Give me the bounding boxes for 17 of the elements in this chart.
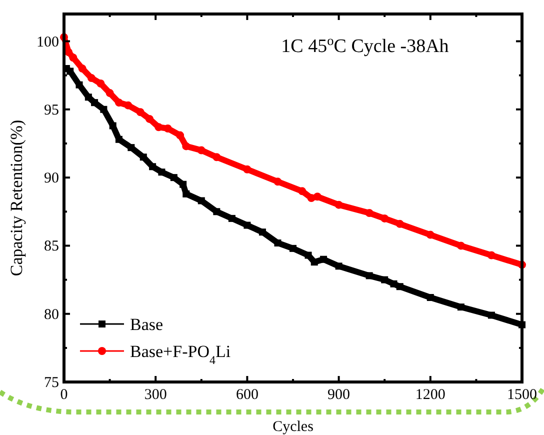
x-tick-label: 900 xyxy=(328,387,350,403)
y-tick-label: 80 xyxy=(44,306,59,323)
y-tick-label: 95 xyxy=(44,102,59,118)
y-axis-title: Capacity Retention(%) xyxy=(7,120,26,276)
x-tick-label: 0 xyxy=(60,387,68,403)
y-tick-label: 100 xyxy=(36,34,59,50)
legend-label: Base+F-PO$_{4}$Li xyxy=(130,342,231,367)
x-axis-title: Cycles xyxy=(272,419,314,435)
x-tick-label: 1200 xyxy=(415,387,446,403)
y-tick-label: 75 xyxy=(44,375,59,391)
x-tick-label: 1500 xyxy=(507,387,537,403)
y-tick-label: 90 xyxy=(44,170,59,187)
y-tick-label: 85 xyxy=(44,238,59,255)
x-tick-label: 600 xyxy=(236,387,258,403)
x-tick-label: 300 xyxy=(144,387,167,403)
legend-label: Base xyxy=(130,315,164,334)
text: 1C 45$^{o}$C Cycle -38Ah xyxy=(281,32,450,57)
